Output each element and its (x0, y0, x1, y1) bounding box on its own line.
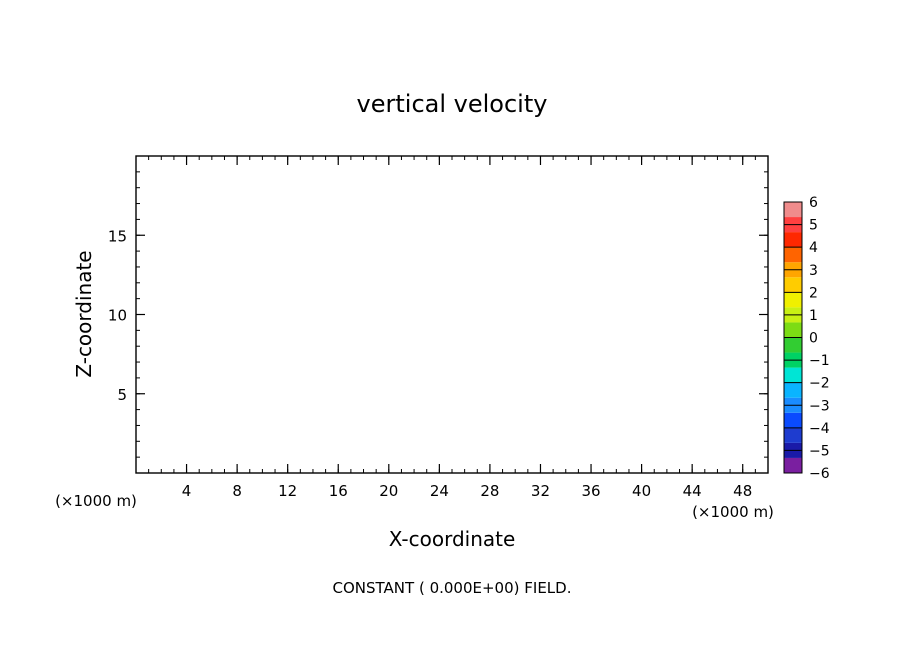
colorbar-segment (784, 337, 802, 353)
colorbar-label: 6 (809, 195, 818, 211)
x-tick-label: 16 (329, 482, 348, 500)
y-axis-label: Z-coordinate (72, 250, 96, 377)
colorbar-segment (784, 247, 802, 263)
colorbar-label: −2 (809, 376, 830, 392)
colorbar-segment (784, 457, 802, 473)
plot-area (135, 155, 769, 474)
colorbar-label: 4 (809, 240, 818, 256)
colorbar-label: 3 (809, 263, 818, 279)
x-tick-label: 48 (733, 482, 752, 500)
x-unit-right: (×1000 m) (692, 503, 774, 521)
colorbar-segment (784, 367, 802, 383)
colorbar-label: −5 (809, 443, 830, 459)
colorbar: −6 −5 −4 −3 −2 −1 0 1 2 3 4 5 6 (783, 195, 830, 482)
x-tick-label: 12 (278, 482, 297, 500)
colorbar-segment (784, 232, 802, 248)
colorbar-label: 5 (809, 218, 818, 234)
colorbar-segment (784, 277, 802, 293)
x-unit-left: (×1000 m) (55, 492, 137, 510)
colorbar-label: −6 (809, 466, 830, 482)
y-axis: 5 10 15 (108, 171, 768, 458)
y-tick-label: 5 (117, 386, 127, 404)
colorbar-segment (784, 322, 802, 338)
colorbar-label: 1 (809, 308, 818, 324)
y-tick-label: 10 (108, 307, 127, 325)
colorbar-segment (784, 427, 802, 443)
x-tick-label: 40 (632, 482, 651, 500)
colorbar-label: −3 (809, 398, 830, 414)
x-tick-label: 20 (379, 482, 398, 500)
chart-title: vertical velocity (357, 90, 548, 118)
x-tick-label: 8 (232, 482, 242, 500)
colorbar-label: −1 (809, 353, 830, 369)
x-tick-label: 32 (531, 482, 550, 500)
y-tick-label: 15 (108, 227, 127, 245)
colorbar-label: 0 (809, 331, 818, 347)
x-tick-label: 28 (480, 482, 499, 500)
x-tick-label: 24 (430, 482, 449, 500)
colorbar-segment (784, 202, 802, 218)
x-tick-label: 4 (182, 482, 192, 500)
x-axis: 4 8 12 16 20 24 28 32 36 40 44 48 (148, 156, 756, 500)
x-tick-label: 44 (683, 482, 702, 500)
x-axis-label: X-coordinate (389, 527, 516, 551)
colorbar-label: −4 (809, 421, 830, 437)
colorbar-segment (784, 292, 802, 308)
colorbar-label: 2 (809, 285, 818, 301)
x-tick-label: 36 (581, 482, 600, 500)
field-note: CONSTANT ( 0.000E+00) FIELD. (333, 579, 572, 597)
colorbar-segment (784, 382, 802, 398)
colorbar-segment (784, 412, 802, 428)
